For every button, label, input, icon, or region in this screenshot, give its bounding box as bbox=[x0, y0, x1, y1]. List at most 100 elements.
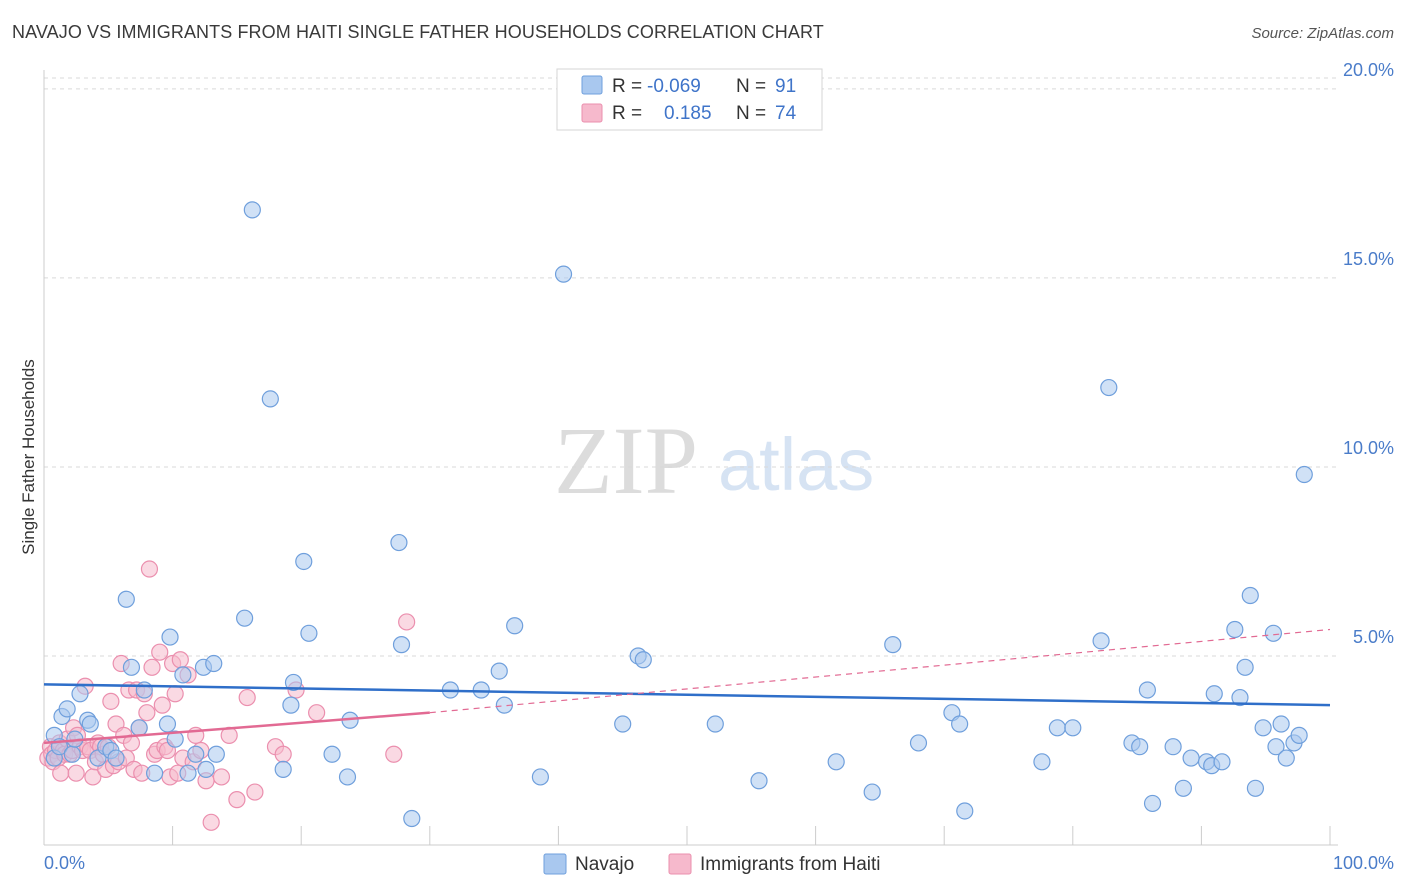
point-navajo-66 bbox=[1100, 378, 1118, 397]
point-navajo-34 bbox=[284, 673, 303, 692]
points-haiti bbox=[39, 560, 416, 831]
point-navajo-71 bbox=[1164, 738, 1182, 756]
point-navajo-14 bbox=[117, 590, 135, 608]
grid-layer bbox=[44, 77, 1338, 657]
point-navajo-56 bbox=[863, 783, 881, 801]
top-legend: R = -0.069 N = 91 R = 0.185 N = 74 bbox=[556, 68, 823, 131]
point-haiti-71 bbox=[308, 704, 326, 722]
y-tick-label-15: 15.0% bbox=[1343, 249, 1394, 269]
point-navajo-53 bbox=[706, 715, 724, 733]
y-tick-label-5: 5.0% bbox=[1353, 627, 1394, 647]
point-haiti-28 bbox=[102, 692, 120, 710]
point-navajo-32 bbox=[274, 760, 292, 778]
point-navajo-85 bbox=[1267, 738, 1285, 756]
bottom-legend-label-navajo: Navajo bbox=[575, 854, 634, 875]
point-navajo-54 bbox=[750, 772, 768, 790]
point-navajo-82 bbox=[1246, 779, 1265, 797]
x-tick-marks bbox=[172, 826, 1331, 845]
point-navajo-52 bbox=[634, 651, 652, 669]
point-navajo-83 bbox=[1254, 719, 1272, 737]
point-navajo-23 bbox=[179, 764, 197, 782]
point-navajo-42 bbox=[403, 809, 421, 828]
point-haiti-62 bbox=[202, 813, 220, 831]
chart-title: NAVAJO VS IMMIGRANTS FROM HAITI SINGLE F… bbox=[12, 22, 824, 42]
legend-n-label-haiti: N = bbox=[736, 103, 766, 124]
point-haiti-48 bbox=[153, 696, 171, 714]
legend-swatch-navajo bbox=[581, 75, 603, 95]
legend-n-value-navajo: 91 bbox=[775, 76, 796, 97]
point-navajo-89 bbox=[1290, 726, 1308, 744]
legend-r-value-navajo: -0.069 bbox=[647, 76, 701, 97]
x-tick-label-min: 0.0% bbox=[44, 853, 85, 873]
y-tick-labels: 5.0% 10.0% 15.0% 20.0% bbox=[1343, 60, 1394, 647]
point-haiti-66 bbox=[238, 688, 256, 707]
bottom-legend: Navajo Immigrants from Haiti bbox=[543, 853, 881, 875]
trendline-haiti-extended bbox=[429, 628, 1331, 714]
point-navajo-79 bbox=[1231, 688, 1249, 707]
point-haiti-65 bbox=[228, 791, 246, 809]
point-navajo-72 bbox=[1174, 779, 1192, 797]
point-navajo-70 bbox=[1143, 794, 1162, 813]
point-navajo-28 bbox=[207, 745, 225, 763]
point-navajo-4 bbox=[58, 700, 76, 718]
point-haiti-63 bbox=[212, 768, 231, 786]
legend-swatch-haiti bbox=[581, 103, 603, 123]
point-navajo-63 bbox=[1048, 719, 1066, 737]
point-navajo-27 bbox=[205, 654, 223, 673]
bottom-legend-swatch-haiti bbox=[668, 853, 692, 875]
point-navajo-38 bbox=[338, 768, 357, 786]
point-haiti-69 bbox=[274, 745, 292, 763]
point-navajo-20 bbox=[161, 628, 179, 646]
point-navajo-76 bbox=[1205, 685, 1223, 703]
point-navajo-84 bbox=[1264, 624, 1283, 642]
trendline-haiti bbox=[43, 711, 430, 745]
point-navajo-86 bbox=[1272, 715, 1290, 733]
point-navajo-55 bbox=[827, 753, 845, 771]
point-navajo-31 bbox=[261, 390, 279, 408]
watermark-zip: ZIP bbox=[554, 407, 698, 514]
point-haiti-43 bbox=[140, 560, 159, 578]
watermark-atlas: atlas bbox=[718, 423, 874, 506]
point-navajo-87 bbox=[1277, 749, 1295, 767]
point-navajo-81 bbox=[1241, 586, 1259, 605]
point-navajo-48 bbox=[531, 768, 549, 786]
point-navajo-73 bbox=[1182, 749, 1200, 767]
point-navajo-80 bbox=[1236, 658, 1254, 676]
point-navajo-50 bbox=[614, 715, 632, 733]
trend-layer bbox=[43, 628, 1331, 745]
point-navajo-26 bbox=[197, 760, 215, 778]
point-navajo-47 bbox=[506, 617, 524, 635]
y-tick-label-20: 20.0% bbox=[1343, 60, 1394, 80]
point-navajo-33 bbox=[282, 696, 300, 714]
point-navajo-40 bbox=[390, 533, 408, 552]
point-haiti-7 bbox=[52, 764, 70, 782]
point-navajo-68 bbox=[1131, 738, 1149, 756]
point-haiti-67 bbox=[246, 783, 264, 801]
bottom-legend-label-haiti: Immigrants from Haiti bbox=[700, 854, 881, 875]
point-navajo-69 bbox=[1138, 681, 1156, 699]
point-navajo-61 bbox=[956, 802, 974, 820]
point-navajo-78 bbox=[1226, 620, 1244, 639]
chart-source: Source: ZipAtlas.com bbox=[1251, 25, 1394, 42]
point-navajo-24 bbox=[187, 745, 205, 763]
point-navajo-15 bbox=[122, 658, 141, 676]
point-navajo-35 bbox=[295, 552, 313, 571]
point-haiti-42 bbox=[138, 704, 156, 722]
point-navajo-58 bbox=[909, 734, 928, 752]
point-navajo-19 bbox=[158, 715, 177, 733]
point-navajo-41 bbox=[392, 636, 411, 654]
y-axis-label: Single Father Households bbox=[19, 359, 38, 555]
point-navajo-49 bbox=[554, 265, 573, 283]
legend-n-value-haiti: 74 bbox=[775, 103, 797, 124]
point-haiti-72 bbox=[385, 745, 403, 763]
point-navajo-37 bbox=[323, 745, 341, 763]
point-navajo-36 bbox=[300, 624, 318, 642]
point-haiti-53 bbox=[166, 685, 184, 703]
point-navajo-60 bbox=[951, 715, 969, 733]
point-navajo-65 bbox=[1092, 632, 1110, 650]
trendline-navajo bbox=[43, 683, 1331, 707]
point-navajo-29 bbox=[236, 609, 254, 627]
legend-r-value-haiti: 0.185 bbox=[664, 103, 712, 124]
point-navajo-22 bbox=[174, 666, 192, 684]
point-navajo-18 bbox=[145, 764, 164, 782]
